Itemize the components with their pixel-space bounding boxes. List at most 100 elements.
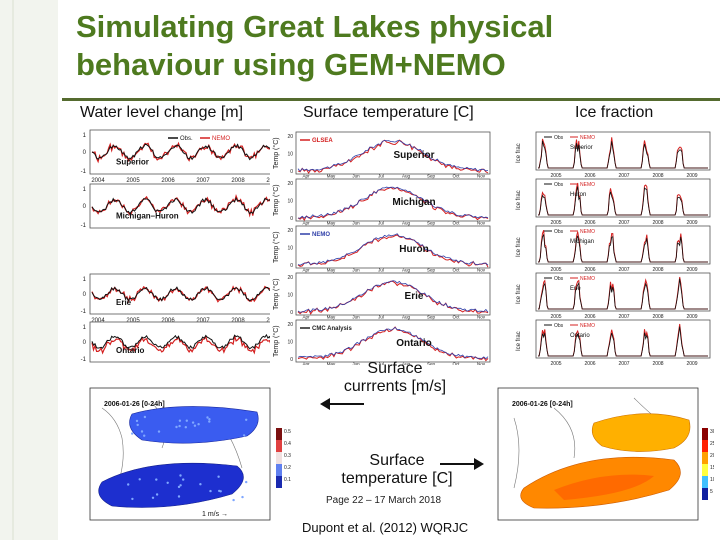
st-month-0-6: Oct [452,174,460,179]
cur-speckle-26 [138,478,141,481]
page-number: Page 22 – 17 March 2018 [326,495,442,506]
cur-speckle-16 [143,434,146,437]
wl-lake-1: Michigan–Huron [116,211,179,220]
st-month-3-6: Oct [452,315,460,320]
ice-year-3-2: 2007 [618,314,629,320]
ice-year-1-1: 2006 [584,220,595,226]
ice-year-4-4: 2009 [686,361,697,365]
title-rule [62,98,720,101]
ice-legend-obs-4: Obs [554,323,564,329]
cur-speckle-21 [131,497,134,501]
tmp-colorbar-tick-3: 15 [710,465,714,471]
st-month-2-5: Sep [427,268,436,273]
ice-year-2-3: 2008 [652,267,663,273]
st-ylabel-2: Temp (°C) [272,231,280,263]
st-month-4-2: Jun [352,362,360,366]
tmp-colorbar-tick-0: 30 [710,429,714,435]
st-ylabel-3: Temp (°C) [272,278,280,310]
cur-speckle-17 [178,419,182,422]
st-ylabel-4: Temp (°C) [272,325,280,357]
st-month-3-5: Sep [427,315,436,320]
arrow-right-icon [440,458,484,470]
cur-map-title: 2006-01-26 [0-24h] [104,401,165,408]
wl-ytick-top-2: 1 [83,277,87,283]
ice-obs-line-3 [538,278,708,310]
wl-year-0-3: 2007 [196,178,210,184]
ice-legend-model-4: NEMO [580,323,595,329]
ice-year-0-1: 2006 [584,173,595,179]
temperature-map: 2006-01-26 [0-24h] 30 25 20 15 10 5 [484,378,716,538]
temperature-map-svg: 2006-01-26 [0-24h] 30 25 20 15 10 5 [497,387,716,521]
ice-box-4 [535,319,711,359]
st-month-2-0: Apr [302,268,310,273]
ice-year-2-0: 2005 [550,267,561,273]
wl-model-line-0 [92,141,275,164]
wl-obs-line-3 [91,333,275,350]
st-ytick-1-1: 10 [287,199,293,205]
st-ytick-0-1: 10 [287,152,293,158]
ice-ylabel-3: Ice frac [516,284,522,304]
tmp-colorbar-tick-5: 5 [710,489,713,495]
cur-colorbar-4 [276,476,282,488]
st-ytick-3-0: 0 [290,310,293,316]
cur-speckle-3 [131,432,134,435]
ice-year-1-0: 2005 [550,220,561,226]
ice-ylabel-0: Ice frac [516,143,522,163]
cur-speckle-37 [232,498,235,502]
wl-ytick-bot-0: -1 [81,169,87,175]
st-month-2-3: Jul [378,268,384,273]
st-month-3-2: Jun [352,315,360,320]
tmp-colorbar-5 [702,488,708,500]
cur-speckle-18 [191,421,195,424]
tmp-lake-warm-zone [554,474,654,500]
ice-year-3-4: 2009 [686,314,697,320]
wl-ytick-mid-0: 0 [83,150,87,156]
st-month-0-5: Sep [427,174,436,179]
ice-legend-model-1: NEMO [580,182,595,188]
cur-speckle-31 [177,485,181,489]
cur-speckle-39 [218,489,221,493]
cur-speckle-33 [179,484,182,487]
ice-year-0-2: 2007 [618,173,629,179]
ice-year-4-2: 2007 [618,361,629,365]
cur-speckle-35 [217,475,220,478]
tmp-colorbar-tick-1: 25 [710,441,714,447]
st-lake-1: Michigan [392,197,435,208]
st-obs-line-2 [297,233,489,266]
wl-ytick-top-3: 1 [83,325,87,331]
st-ytick-2-0: 0 [290,263,293,269]
tmp-colorbar-2 [702,452,708,464]
ice-year-2-4: 2009 [686,267,697,273]
cur-speckle-23 [182,478,185,481]
ice-ylabel-4: Ice frac [516,331,522,351]
wl-ytick-mid-2: 0 [83,292,87,298]
cur-lake-upper [129,406,259,444]
st-month-4-3: Jul [378,362,384,366]
tmp-colorbar-0 [702,428,708,440]
st-month-4-6: Oct [452,362,460,366]
title-line-2: behaviour using GEM+NEMO [76,47,506,82]
citation: Dupont et al. (2012) WQRJC [302,520,469,535]
wl-year-2-4: 2008 [231,318,245,324]
wl-obs-line-1 [91,196,275,215]
cur-speckle-4 [197,423,200,426]
wl-ytick-bot-3: -1 [81,357,87,363]
st-month-0-1: May [327,174,336,179]
wl-box-1 [89,183,277,229]
cur-speckle-7 [185,419,188,422]
cur-speckle-36 [155,493,159,496]
wl-year-2-0: 2004 [91,318,105,324]
tmp-map-title: 2006-01-26 [0-24h] [512,401,573,408]
st-ytick-0-2: 20 [287,134,293,140]
st-month-4-5: Sep [427,362,436,366]
st-obs-line-0 [297,139,489,172]
st-month-1-4: Aug [402,221,411,226]
cur-speckle-10 [143,415,147,419]
cur-speckle-5 [157,430,161,433]
header-surface-temperature: Surface temperature [C] [303,104,474,121]
st-obs-line-1 [298,186,489,219]
ice-year-0-0: 2005 [550,173,561,179]
ice-obs-line-1 [538,186,708,216]
temperature-label-line-2: temperature [C] [341,470,453,487]
cur-colorbar-2 [276,452,282,464]
